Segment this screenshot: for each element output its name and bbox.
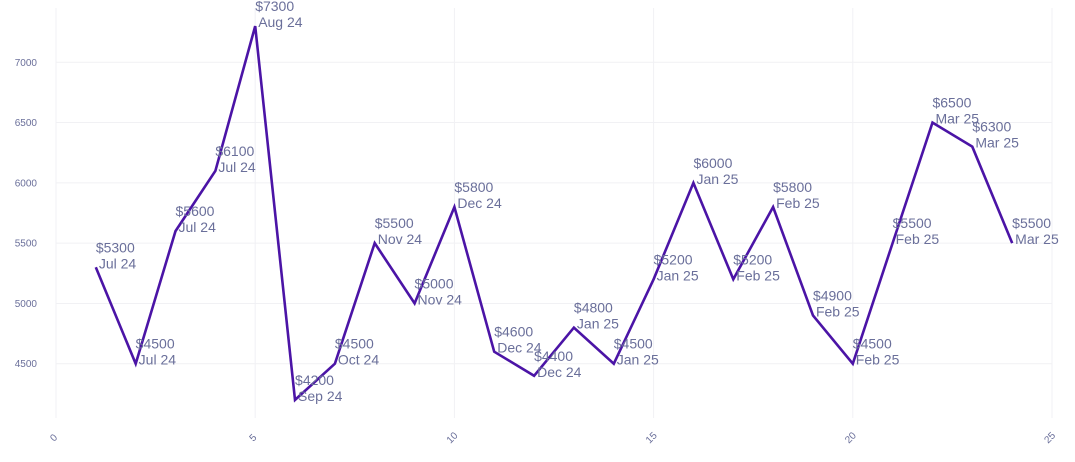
series-layer: [94, 25, 1014, 403]
data-label-date: Nov 24: [418, 291, 463, 307]
data-label-price: $4600: [494, 324, 533, 340]
data-label-date: Aug 24: [258, 14, 303, 30]
data-label-price: $4900: [813, 288, 852, 304]
data-label-price: $4400: [534, 348, 573, 364]
data-label-price: $6000: [693, 155, 732, 171]
data-label-price: $6300: [972, 119, 1011, 135]
y-tick-label: 6500: [15, 118, 38, 129]
data-label-price: $5500: [375, 215, 414, 231]
data-label-date: Mar 25: [975, 135, 1019, 151]
data-label-date: Jan 25: [577, 316, 619, 332]
y-axis-ticks: 4500 5000 5500 6000 6500 7000: [15, 58, 38, 370]
data-label-date: Feb 25: [816, 304, 860, 320]
data-label-date: Jan 25: [617, 352, 659, 368]
y-tick-label: 5500: [15, 239, 38, 250]
x-tick-label: 25: [1042, 430, 1058, 446]
x-axis-ticks: 0 5 10 15 20 25: [48, 430, 1058, 446]
data-label-date: Mar 25: [1015, 231, 1059, 247]
data-label-date: Feb 25: [896, 231, 940, 247]
data-label-price: $5300: [96, 239, 135, 255]
data-label-price: $4200: [295, 372, 334, 388]
data-label-price: $4500: [136, 336, 175, 352]
y-tick-label: 5000: [15, 299, 38, 310]
y-tick-label: 6000: [15, 178, 38, 189]
data-label-date: Dec 24: [457, 195, 502, 211]
grid: [55, 8, 1053, 418]
y-tick-label: 7000: [15, 58, 38, 69]
data-label-date: Jul 24: [218, 159, 256, 175]
x-tick-label: 5: [248, 432, 260, 444]
data-label-date: Jan 25: [657, 267, 699, 283]
x-tick-label: 0: [48, 432, 60, 444]
data-label-price: $4500: [335, 336, 374, 352]
data-label-date: Feb 25: [776, 195, 820, 211]
data-label-price: $4500: [853, 336, 892, 352]
data-label-date: Jul 24: [99, 255, 137, 271]
data-label-price: $5200: [654, 251, 693, 267]
data-label-date: Jul 24: [139, 352, 177, 368]
data-label-price: $5600: [176, 203, 215, 219]
data-label-price: $4500: [614, 336, 653, 352]
data-label-date: Feb 25: [736, 267, 780, 283]
data-label-date: Nov 24: [378, 231, 423, 247]
data-label-date: Mar 25: [935, 111, 979, 127]
data-label-price: $5800: [773, 179, 812, 195]
data-label-price: $6100: [215, 143, 254, 159]
data-label-date: Dec 24: [497, 340, 542, 356]
x-tick-label: 20: [843, 430, 859, 446]
data-label-date: Oct 24: [338, 352, 379, 368]
x-tick-label: 15: [644, 430, 660, 446]
data-label-date: Feb 25: [856, 352, 900, 368]
x-tick-label: 10: [445, 430, 461, 446]
data-label-price: $5500: [1012, 215, 1051, 231]
y-tick-label: 4500: [15, 359, 38, 370]
data-label-price: $7300: [255, 0, 294, 14]
data-label-date: Sep 24: [298, 388, 343, 404]
data-label-price: $4800: [574, 300, 613, 316]
data-label-date: Jan 25: [696, 171, 738, 187]
data-label-price: $5500: [893, 215, 932, 231]
data-label-price: $5000: [415, 275, 454, 291]
data-label-price: $5200: [733, 251, 772, 267]
series-line: [94, 25, 1014, 403]
data-label-price: $5800: [454, 179, 493, 195]
data-label-date: Jul 24: [179, 219, 217, 235]
data-label-date: Dec 24: [537, 364, 582, 380]
data-label-price: $6500: [932, 95, 971, 111]
